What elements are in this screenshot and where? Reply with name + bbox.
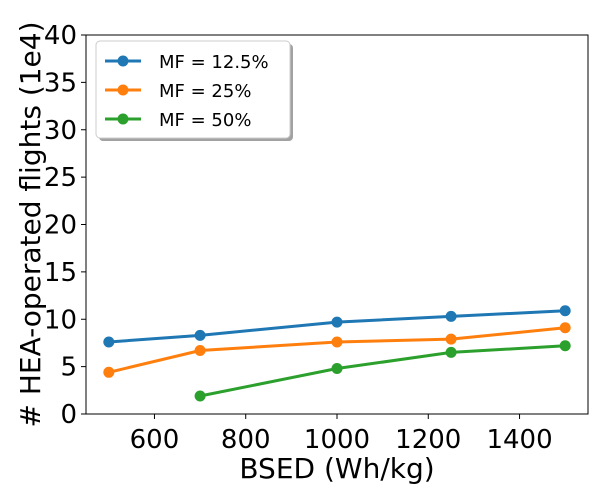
data-point — [331, 336, 343, 348]
data-point — [445, 310, 457, 322]
legend-marker — [117, 113, 129, 125]
data-point — [194, 390, 206, 402]
y-tick-label: 0 — [60, 400, 77, 430]
y-axis-ticks: 0 5 10 15 20 25 30 35 40 — [44, 21, 86, 430]
x-tick-label: 1400 — [486, 425, 552, 455]
data-point — [331, 316, 343, 328]
data-point — [103, 366, 115, 378]
data-point — [194, 329, 206, 341]
x-tick-label: 600 — [130, 425, 180, 455]
y-tick-label: 20 — [44, 211, 77, 241]
data-point — [194, 345, 206, 357]
plot-frame — [85, 34, 589, 415]
x-axis-title: BSED (Wh/kg) — [239, 452, 434, 485]
data-point — [331, 363, 343, 375]
legend-label: MF = 50% — [159, 110, 251, 131]
data-point — [559, 305, 571, 317]
series-line — [199, 344, 566, 398]
x-tick-label: 1000 — [304, 425, 370, 455]
data-point — [103, 336, 115, 348]
x-tick-label: 800 — [221, 425, 271, 455]
plot-series — [103, 305, 571, 402]
y-tick-label: 5 — [60, 353, 77, 383]
data-point — [445, 333, 457, 345]
data-point — [445, 346, 457, 358]
legend: MF = 12.5% MF = 25% MF = 50% — [95, 40, 293, 141]
y-axis-title: # HEA-operated flights (1e4) — [14, 21, 47, 427]
data-point — [559, 322, 571, 334]
legend-box — [95, 40, 291, 139]
y-tick-label: 15 — [44, 258, 77, 288]
x-axis-ticks: 600 800 1000 1200 1400 — [130, 414, 553, 455]
legend-marker — [117, 84, 129, 96]
data-point — [559, 340, 571, 352]
legend-label: MF = 12.5% — [159, 52, 269, 73]
y-tick-label: 10 — [44, 305, 77, 335]
y-tick-label: 30 — [44, 116, 77, 146]
y-tick-label: 35 — [44, 68, 77, 98]
x-tick-label: 1200 — [395, 425, 461, 455]
legend-marker — [117, 55, 129, 67]
legend-label: MF = 25% — [159, 81, 251, 102]
y-tick-label: 40 — [44, 21, 77, 51]
y-tick-label: 25 — [44, 163, 77, 193]
